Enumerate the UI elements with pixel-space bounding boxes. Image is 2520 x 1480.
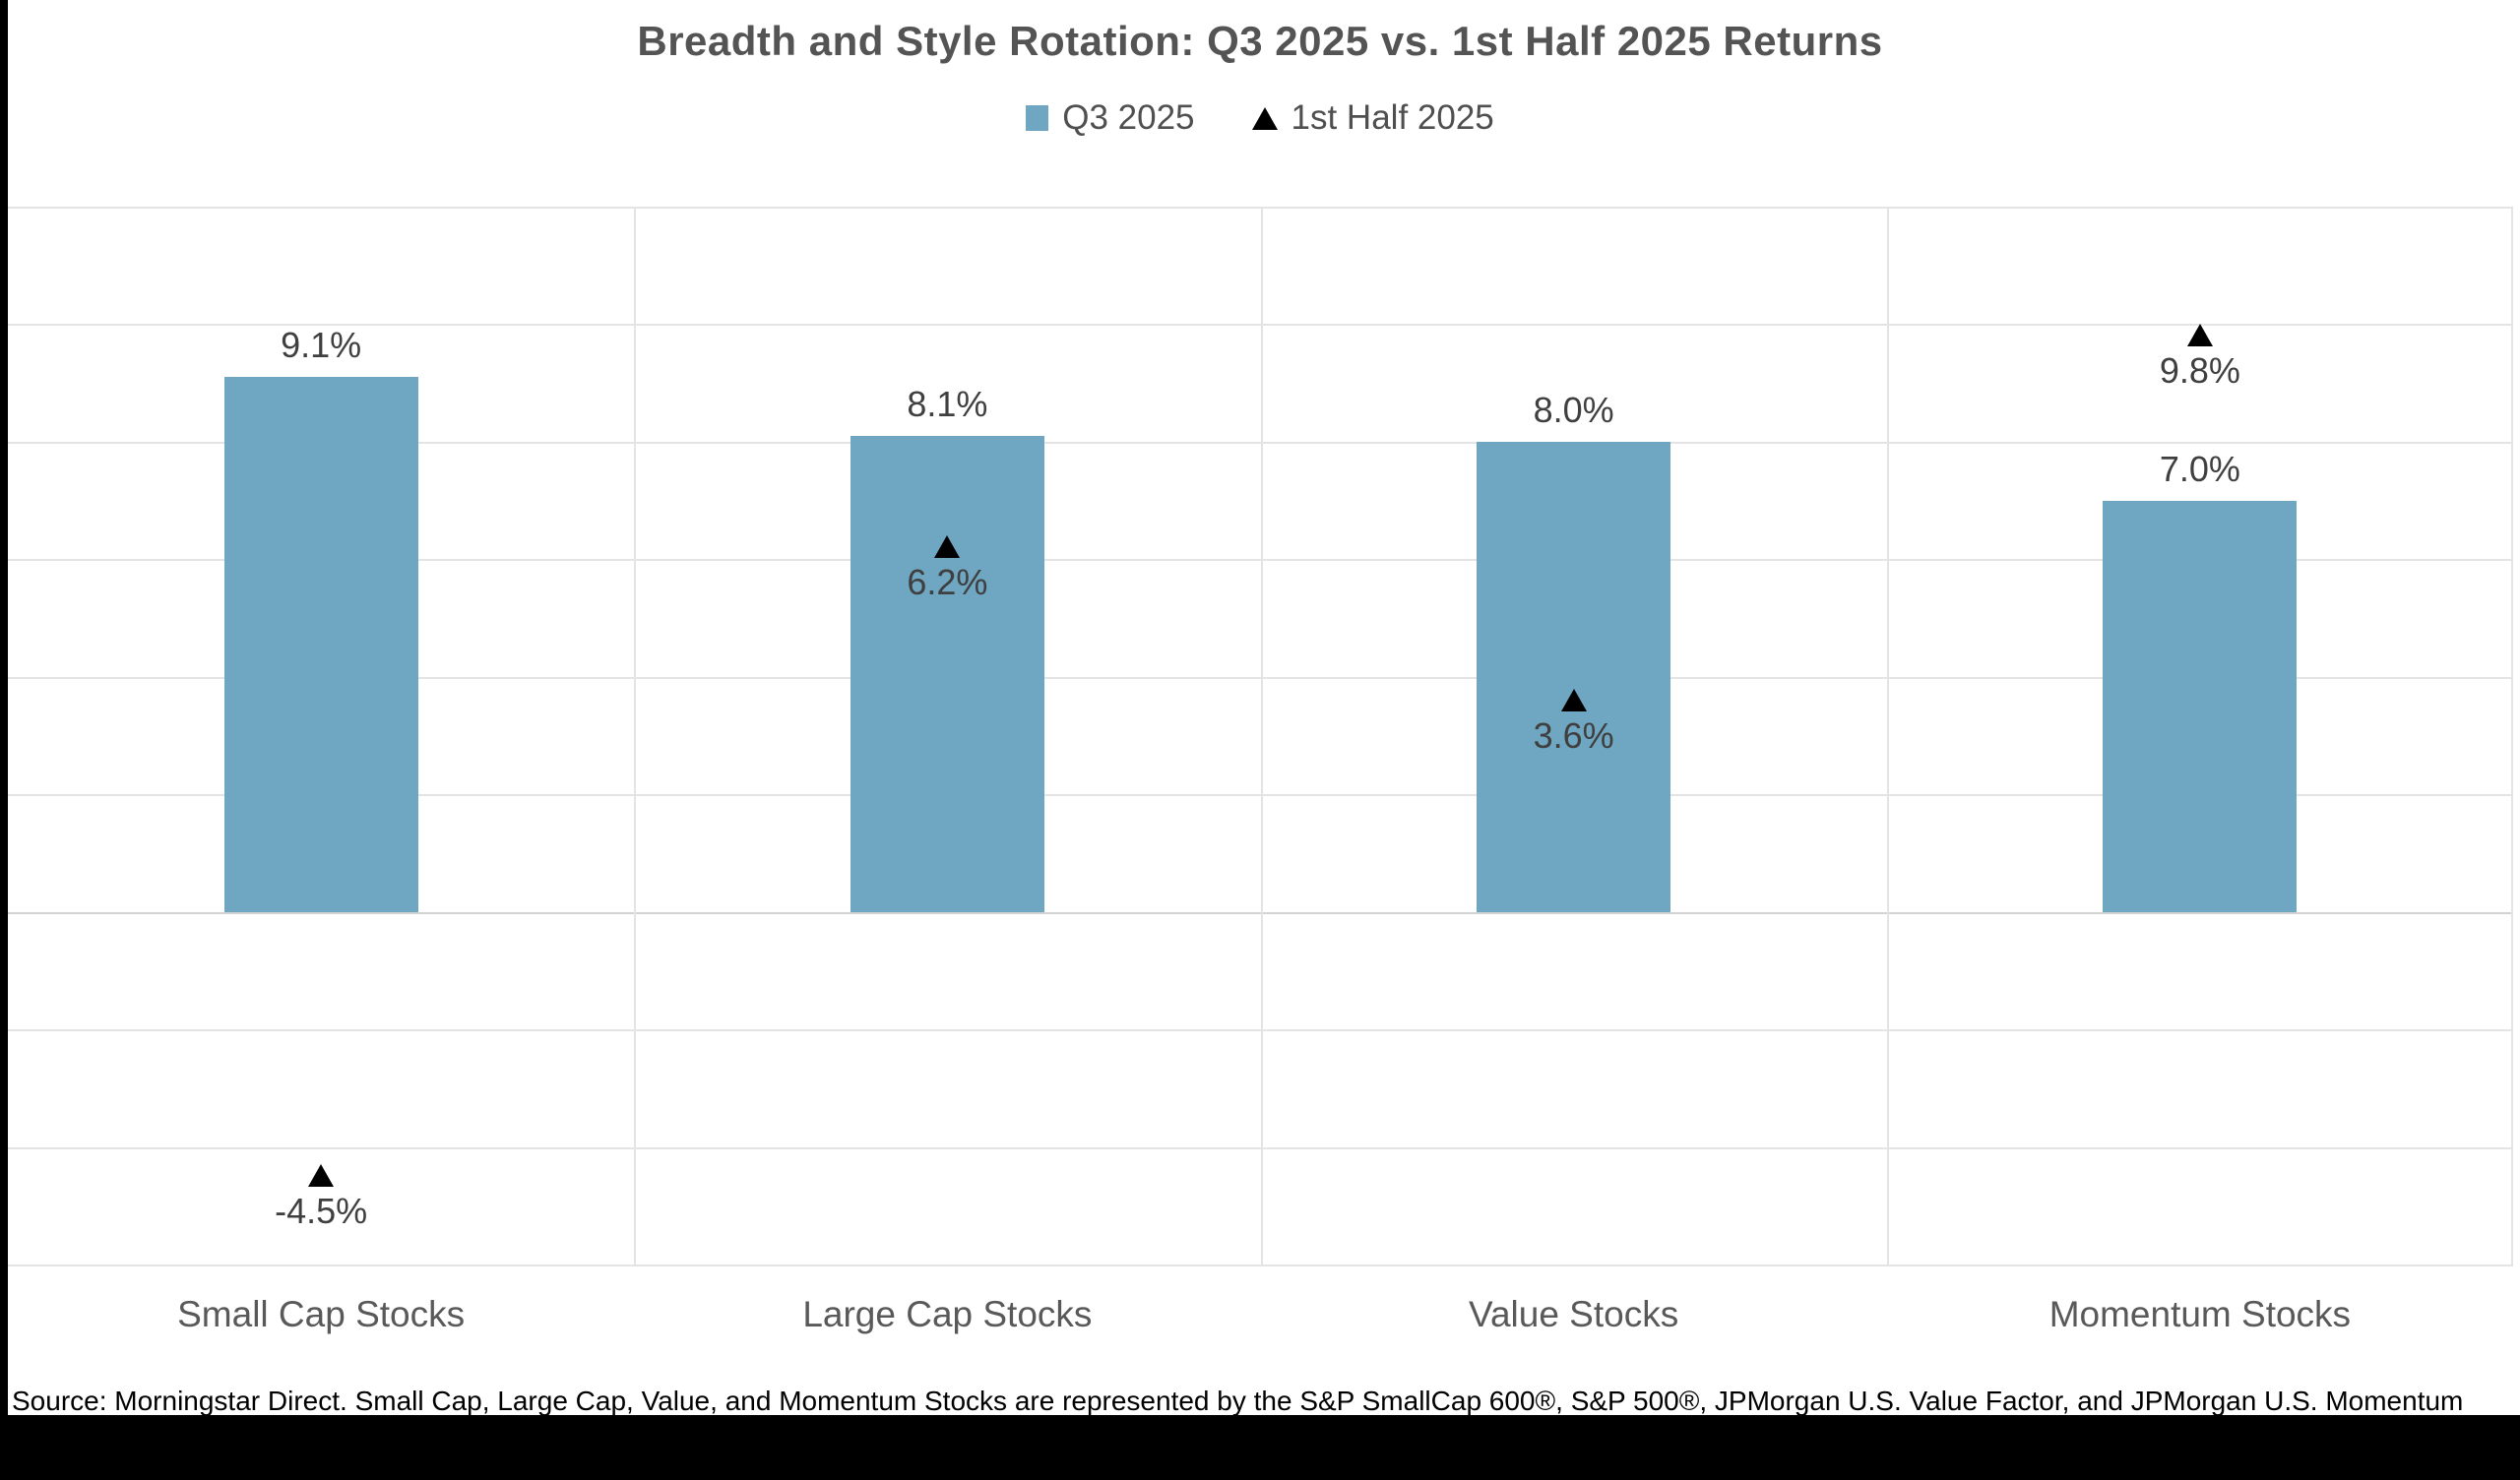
vertical-gridline [1260, 207, 1263, 1264]
triangle-value-label-value-stocks: 3.6% [1533, 714, 1614, 756]
triangle-marker-large-cap-stocks [934, 535, 961, 559]
gridline [8, 1264, 2513, 1266]
triangle-value-label-small-cap-stocks: -4.5% [275, 1191, 368, 1232]
bar-value-label-large-cap-stocks: 8.1% [907, 383, 988, 424]
left-border-bar [0, 0, 8, 1480]
vertical-gridline [1886, 207, 1889, 1264]
plot-area: 9.1% -4.5% 8.1% 6.2% 8.0% 3.6% 7.0% 9.8% [8, 207, 2513, 1266]
category-label-small-cap-stocks: Small Cap Stocks [177, 1294, 466, 1334]
category-label-large-cap-stocks: Large Cap Stocks [802, 1294, 1093, 1334]
triangle-marker-value-stocks [1560, 688, 1587, 711]
legend-item-q3-2025: Q3 2025 [1026, 98, 1195, 138]
legend-label-q3-2025: Q3 2025 [1062, 98, 1195, 137]
triangle-value-label-large-cap-stocks: 6.2% [907, 562, 988, 603]
triangle-value-label-momentum-stocks: 9.8% [2159, 350, 2240, 392]
triangle-marker-small-cap-stocks [308, 1164, 335, 1188]
source-note: Source: Morningstar Direct. Small Cap, L… [12, 1386, 2464, 1416]
bottom-redaction-bar [0, 1415, 2520, 1480]
chart-title: Breadth and Style Rotation: Q3 2025 vs. … [637, 18, 1883, 64]
bar-value-stocks [1477, 441, 1671, 912]
bar-swatch-icon [1026, 105, 1049, 131]
legend-item-1st-half-2025: 1st Half 2025 [1251, 98, 1494, 138]
bar-value-label-momentum-stocks: 7.0% [2159, 448, 2240, 489]
vertical-gridline [634, 207, 637, 1264]
legend: Q3 2025 1st Half 2025 [0, 98, 2520, 138]
triangle-marker-momentum-stocks [2186, 324, 2213, 347]
category-label-value-stocks: Value Stocks [1469, 1294, 1679, 1334]
legend-label-1st-half-2025: 1st Half 2025 [1291, 98, 1494, 137]
plot-right-border [2511, 207, 2513, 1264]
bar-value-label-value-stocks: 8.0% [1533, 389, 1614, 430]
triangle-icon [1251, 106, 1278, 130]
bar-small-cap-stocks [223, 377, 418, 912]
bar-value-label-small-cap-stocks: 9.1% [281, 325, 362, 366]
bar-large-cap-stocks [850, 435, 1044, 912]
category-label-momentum-stocks: Momentum Stocks [2048, 1294, 2352, 1334]
bar-momentum-stocks [2103, 500, 2298, 912]
